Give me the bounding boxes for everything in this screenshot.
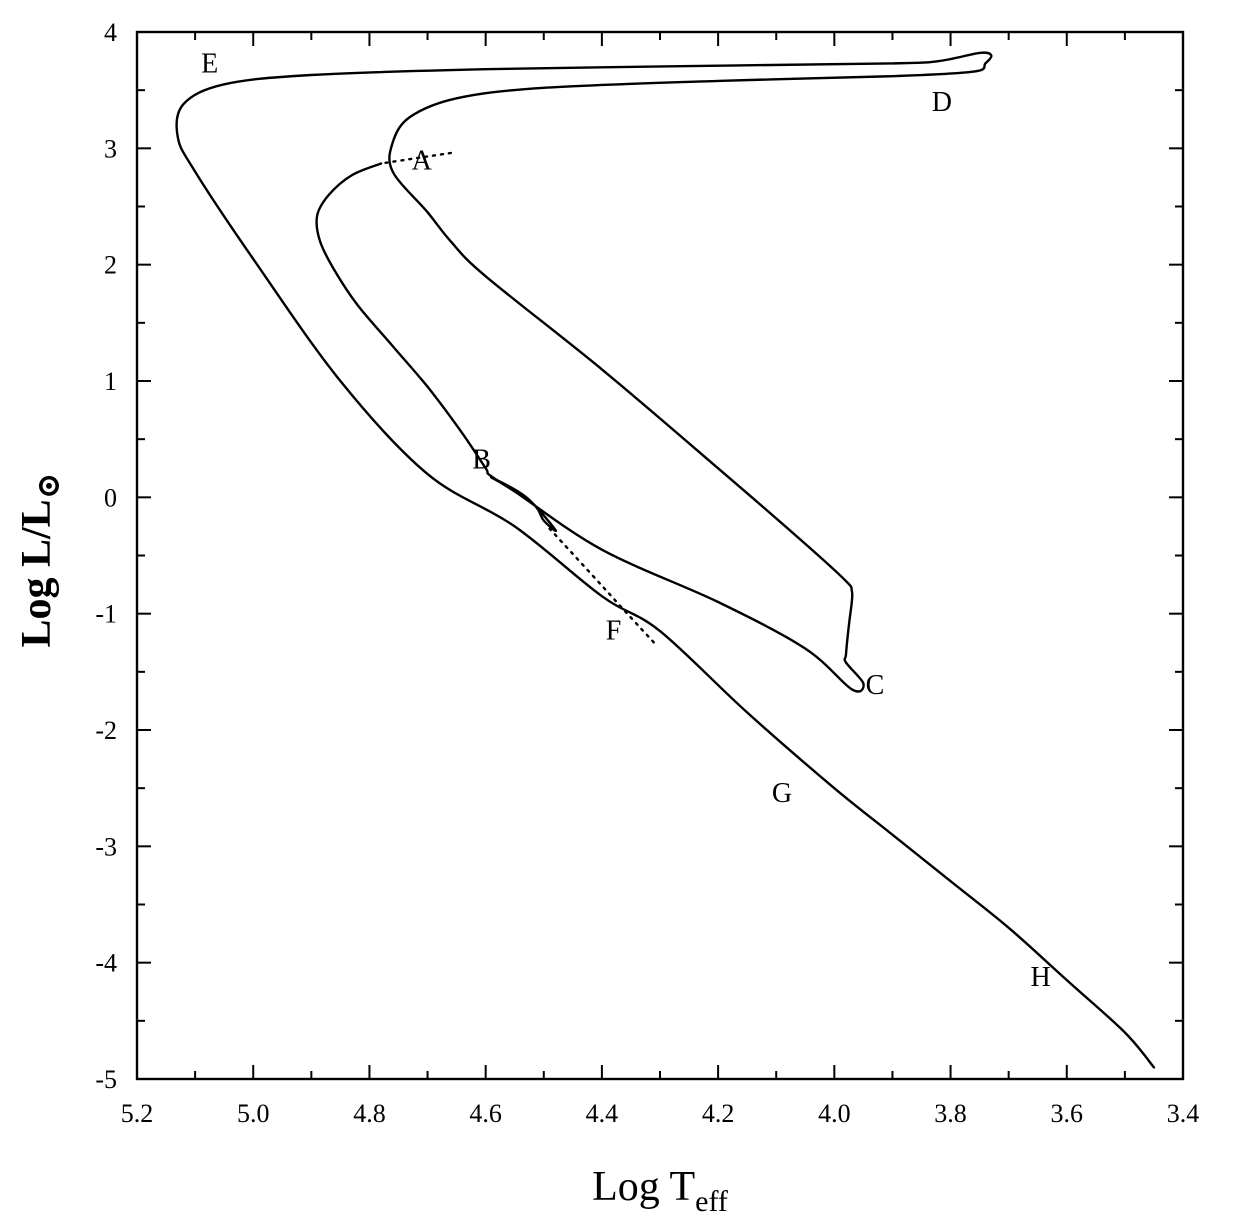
point-label-h: H [1031, 962, 1051, 993]
plot-frame [135, 30, 1185, 1081]
x-tick-label: 4.4 [586, 1099, 619, 1128]
y-axis-title: Log L/L⊙ [14, 472, 66, 647]
y-tick-label: -4 [95, 949, 117, 978]
point-label-c: C [866, 670, 885, 701]
y-tick-label: 3 [104, 134, 117, 163]
x-tick-label: 3.4 [1167, 1099, 1200, 1128]
point-label-d: D [932, 87, 952, 118]
x-tick-label: 3.6 [1051, 1099, 1084, 1128]
y-tick-label: -5 [95, 1065, 117, 1094]
x-tick-label: 5.0 [237, 1099, 270, 1128]
y-tick-label: -2 [95, 716, 117, 745]
axis-ticks [136, 31, 1184, 1080]
y-tick-labels: 4 3 2 1 0 -1 -2 -3 -4 -5 [95, 18, 117, 1094]
plot-border [135, 30, 1185, 1081]
x-tick-label: 4.6 [469, 1099, 502, 1128]
point-label-e: E [201, 49, 218, 80]
x-tick-label: 4.8 [353, 1099, 386, 1128]
x-tick-labels: 5.2 5.0 4.8 4.6 4.4 4.2 4.0 3.8 3.6 3.4 [121, 1099, 1200, 1128]
evolutionary-tracks [175, 51, 1156, 1069]
y-tick-label: 2 [104, 251, 117, 280]
dotted-track-segment-0 [379, 151, 452, 165]
x-axis-title: Log Teff [592, 1164, 728, 1218]
x-tick-label: 4.0 [818, 1099, 851, 1128]
y-tick-label: 0 [104, 483, 117, 512]
point-label-g: G [772, 778, 792, 809]
x-tick-label: 3.8 [934, 1099, 967, 1128]
point-label-a: A [412, 145, 433, 176]
x-tick-label: 5.2 [121, 1099, 154, 1128]
y-tick-label: -1 [95, 600, 117, 629]
y-tick-label: 1 [104, 367, 117, 396]
evolutionary-track-line [175, 51, 1156, 1069]
y-tick-label: 4 [104, 18, 117, 47]
point-label-f: F [606, 615, 622, 646]
point-label-b: B [472, 444, 491, 475]
point-labels: A B C D E F G H [201, 49, 1051, 993]
y-tick-label: -3 [95, 832, 117, 861]
x-tick-label: 4.2 [702, 1099, 735, 1128]
dotted-track-segment-2 [548, 527, 656, 644]
